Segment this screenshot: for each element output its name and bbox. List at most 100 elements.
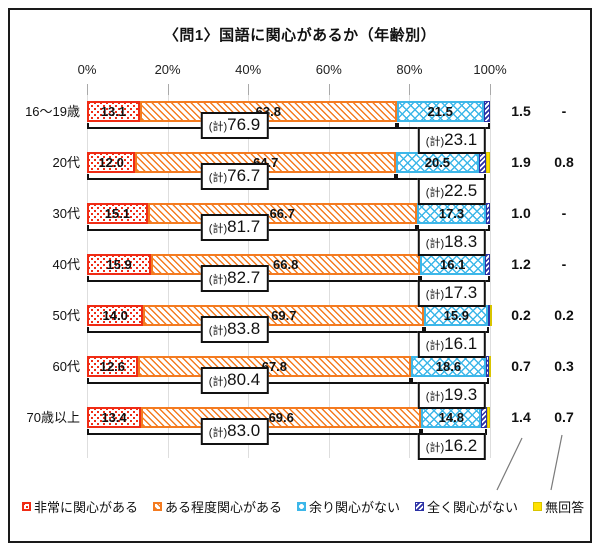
total-value: 76.7: [227, 166, 261, 185]
total-box-interested: (計) 80.4: [200, 367, 270, 394]
total-prefix: (計): [425, 340, 445, 352]
total-prefix: (計): [208, 274, 228, 286]
age-label: 40代: [52, 257, 80, 272]
value-no-answer: 0.2: [554, 307, 574, 323]
total-value: 80.4: [227, 370, 261, 389]
segment-no-answer: [488, 356, 491, 377]
value-no-answer: 0.7: [554, 409, 574, 425]
total-prefix: (計): [425, 391, 445, 403]
value-not-at-all-interested: 1.2: [511, 256, 531, 272]
legend-label: ある程度関心がある: [165, 500, 283, 515]
gridline: [328, 95, 330, 458]
value-not-at-all-interested: 1.5: [511, 103, 531, 119]
legend-label: 余り関心がない: [309, 500, 401, 515]
total-value: 16.1: [444, 334, 478, 353]
segment-very-interested: 14.0: [87, 305, 144, 326]
gridline: [409, 95, 411, 458]
total-value: 82.7: [227, 268, 261, 287]
age-label: 60代: [52, 359, 80, 374]
total-value: 18.3: [444, 232, 478, 251]
segment-somewhat-interested: 67.8: [137, 356, 411, 377]
bar-row: 70歳以上 13.4 69.6 14.8 (計) 83.0 (計) 16.2 1.4 0.7: [0, 407, 600, 460]
value-not-at-all-interested: 0.7: [511, 358, 531, 374]
stacked-bar: 13.4 69.6 14.8: [87, 407, 490, 428]
axis-tick-mark: [409, 84, 411, 95]
segment-not-at-all-interested: [486, 203, 491, 224]
total-prefix: (計): [425, 289, 445, 301]
segment-not-at-all-interested: [478, 152, 487, 173]
segment-very-interested: 15.9: [87, 254, 152, 275]
total-prefix: (計): [425, 238, 445, 250]
total-value: 23.1: [444, 130, 478, 149]
bar-row: 30代 15.1 66.7 17.3 (計) 81.7 (計) 18.3 1.0-: [0, 203, 600, 256]
segment-somewhat-interested: 66.7: [147, 203, 417, 224]
axis-tick-label: 80%: [396, 62, 423, 77]
total-prefix: (計): [208, 223, 228, 235]
total-prefix: (計): [208, 121, 228, 133]
total-box-interested: (計) 83.0: [200, 418, 270, 445]
gridline: [490, 95, 491, 458]
axis-tick-label: 0%: [77, 62, 97, 77]
age-label: 30代: [52, 206, 80, 221]
total-prefix: (計): [208, 376, 228, 388]
legend-item-no-answer: 無回答: [533, 497, 584, 516]
axis-tick-label: 100%: [473, 62, 507, 77]
axis-tick-mark: [248, 84, 250, 95]
segment-very-interested: 12.0: [87, 152, 136, 173]
age-label: 16〜19歳: [25, 104, 80, 119]
total-value: 22.5: [444, 181, 478, 200]
total-prefix: (計): [208, 172, 228, 184]
bar-row: 60代 12.6 67.8 18.6 (計) 80.4 (計) 19.3 0.7 0.3: [0, 356, 600, 409]
axis-tick-label: 20%: [154, 62, 181, 77]
total-value: 81.7: [227, 217, 261, 236]
axis-tick-label: 60%: [315, 62, 342, 77]
legend-swatch-very-interested-icon: [22, 502, 31, 511]
axis-tick-mark: [328, 84, 330, 95]
value-not-at-all-interested: 1.0: [511, 205, 531, 221]
total-prefix: (計): [425, 187, 445, 199]
value-no-answer: -: [561, 205, 567, 221]
segment-very-interested: 13.4: [87, 407, 141, 428]
total-value: 16.2: [444, 436, 478, 455]
segment-not-very-interested: 18.6: [410, 356, 486, 377]
total-box-not-interested: (計) 22.5: [417, 178, 487, 205]
legend-swatch-somewhat-interested-icon: [153, 502, 163, 511]
chart-title: 〈問1〉国語に関心があるか（年齢別）: [163, 27, 437, 44]
stacked-bar: 13.163.821.5: [87, 101, 490, 122]
legend-label: 非常に関心がある: [34, 500, 139, 515]
outer-border: [8, 8, 592, 543]
segment-not-very-interested: 20.5: [396, 152, 479, 173]
total-box-not-interested: (計) 16.2: [417, 433, 487, 460]
value-not-at-all-interested: 1.9: [511, 154, 531, 170]
total-box-interested: (計) 82.7: [200, 265, 270, 292]
total-box-interested: (計) 76.7: [200, 163, 270, 190]
segment-not-very-interested: 16.1: [420, 254, 486, 275]
age-label: 70歳以上: [26, 410, 80, 425]
value-no-answer: 0.3: [554, 358, 574, 374]
value-no-answer: -: [561, 103, 567, 119]
axis-tick-mark: [167, 84, 169, 95]
segment-no-answer: [486, 407, 490, 428]
total-prefix: (計): [425, 136, 445, 148]
total-box-interested: (計) 81.7: [200, 214, 270, 241]
age-label: 50代: [52, 308, 80, 323]
value-no-answer: 0.8: [554, 154, 574, 170]
stacked-bar: 15.1 66.7 17.3: [87, 203, 491, 224]
segment-no-answer: [486, 152, 490, 173]
segment-very-interested: 13.1: [87, 101, 140, 122]
total-prefix: (計): [208, 427, 228, 439]
segment-not-very-interested: 17.3: [416, 203, 487, 224]
total-box-interested: (計) 83.8: [200, 316, 270, 343]
value-not-at-all-interested: 1.4: [511, 409, 531, 425]
segment-not-at-all-interested: [488, 305, 491, 326]
total-box-not-interested: (計) 19.3: [417, 382, 487, 409]
gridline: [167, 95, 169, 458]
age-label: 20代: [52, 155, 80, 170]
segment-not-very-interested: 15.9: [424, 305, 489, 326]
legend-swatch-no-answer-icon: [533, 502, 543, 511]
legend-swatch-not-at-all-interested-icon: [415, 502, 425, 511]
total-value: 19.3: [444, 385, 478, 404]
